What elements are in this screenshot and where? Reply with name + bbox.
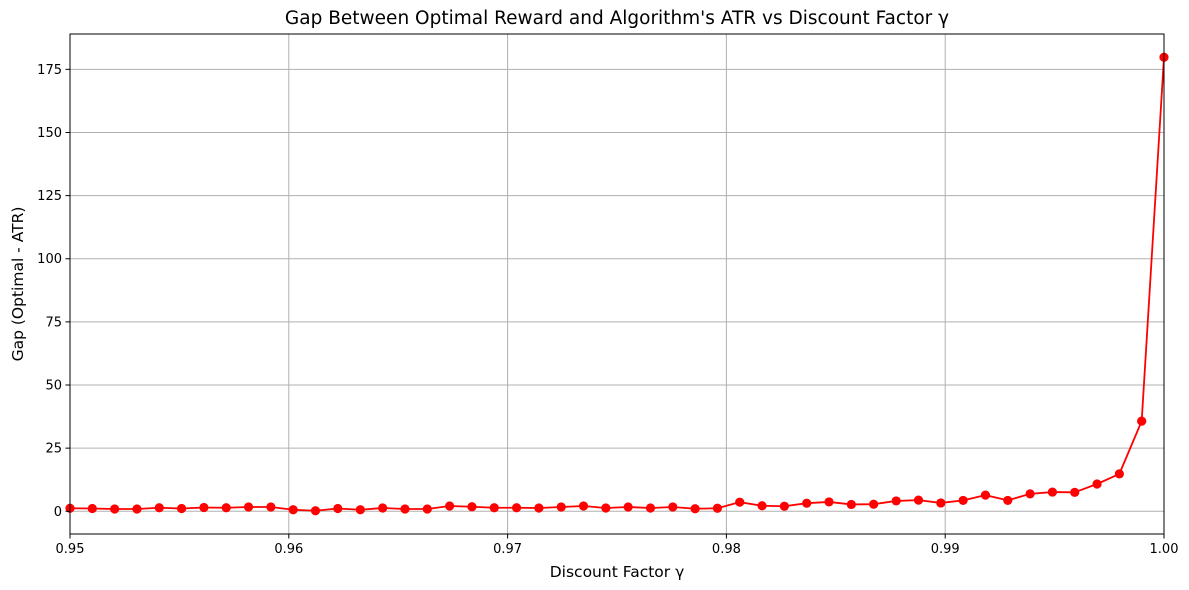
x-tick-label: 0.95 xyxy=(56,542,85,557)
data-point xyxy=(623,502,633,512)
data-point xyxy=(913,495,924,505)
x-axis: 0.95 0.96 0.97 0.98 0.99 1.00 xyxy=(56,534,1179,557)
data-point xyxy=(288,505,298,515)
data-point xyxy=(824,497,834,507)
y-tick-label: 175 xyxy=(37,63,62,78)
axes-frame xyxy=(69,33,1165,535)
y-tick-label: 125 xyxy=(37,189,62,204)
y-axis: 0 25 50 75 100 125 150 175 xyxy=(37,63,70,520)
data-point xyxy=(1025,489,1035,499)
y-axis-label: Gap (Optimal - ATR) xyxy=(9,207,27,362)
data-point xyxy=(378,503,388,513)
x-tick-label: 0.97 xyxy=(493,542,522,557)
x-tick-label: 0.98 xyxy=(712,542,741,557)
data-point xyxy=(110,504,120,514)
data-point xyxy=(199,502,209,513)
data-point xyxy=(534,503,544,513)
data-point xyxy=(779,501,789,511)
data-point xyxy=(735,497,745,507)
data-point xyxy=(1137,416,1147,426)
data-point xyxy=(690,504,700,514)
data-point xyxy=(556,502,566,512)
data-point xyxy=(1047,487,1058,497)
series-layer xyxy=(65,52,1169,516)
y-tick-label: 100 xyxy=(37,252,62,267)
data-point xyxy=(869,499,879,509)
data-point xyxy=(266,502,276,512)
data-point xyxy=(87,503,97,514)
data-point xyxy=(1003,495,1013,506)
data-point xyxy=(422,504,432,514)
data-point xyxy=(958,495,968,506)
data-point xyxy=(355,505,365,515)
data-point xyxy=(132,504,142,514)
data-point xyxy=(712,503,723,513)
data-point xyxy=(1114,469,1124,479)
data-point xyxy=(176,503,187,514)
data-point xyxy=(333,503,343,514)
data-point xyxy=(445,501,455,511)
data-point xyxy=(645,503,656,513)
data-point xyxy=(891,496,901,506)
y-tick-label: 75 xyxy=(45,315,62,330)
data-point xyxy=(936,498,946,508)
x-tick-label: 1.00 xyxy=(1150,542,1179,557)
chart-title: Gap Between Optimal Reward and Algorithm… xyxy=(285,8,949,29)
data-point xyxy=(154,503,164,513)
data-point xyxy=(310,506,321,516)
data-point xyxy=(1070,487,1080,497)
data-point xyxy=(511,503,522,513)
x-tick-label: 0.96 xyxy=(274,542,303,557)
y-tick-label: 150 xyxy=(37,126,62,141)
data-point xyxy=(489,503,499,513)
y-tick-label: 50 xyxy=(45,379,62,394)
data-point xyxy=(846,499,856,510)
y-tick-label: 25 xyxy=(45,442,62,457)
data-point xyxy=(578,501,589,511)
data-point xyxy=(243,502,254,512)
data-point xyxy=(757,501,767,511)
x-tick-label: 0.99 xyxy=(931,542,960,557)
data-point xyxy=(668,502,678,512)
data-point xyxy=(802,498,812,508)
data-point xyxy=(467,502,477,512)
data-point xyxy=(601,503,611,513)
x-axis-label: Discount Factor γ xyxy=(550,563,685,581)
plot-background xyxy=(70,34,1164,534)
data-point xyxy=(980,490,991,500)
y-tick-label: 0 xyxy=(54,505,62,520)
data-point xyxy=(400,504,410,514)
data-point xyxy=(221,503,231,513)
data-point xyxy=(1092,479,1102,489)
